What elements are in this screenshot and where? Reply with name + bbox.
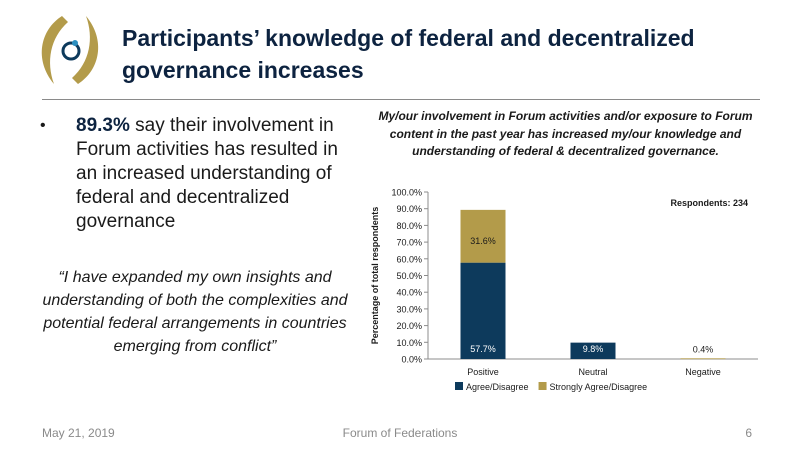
logo-gold-swoosh-right <box>72 16 99 84</box>
x-category-label: Negative <box>685 367 721 377</box>
legend-swatch <box>455 382 463 390</box>
slide-title: Participants’ knowledge of federal and d… <box>122 25 695 83</box>
y-tick-label: 20.0% <box>396 321 422 331</box>
bar-positive-strongly <box>460 209 506 263</box>
bullet-body: say their involvement in Forum activitie… <box>76 115 338 232</box>
legend-label: Agree/Disagree <box>466 382 529 392</box>
logo-gold-swoosh-left <box>41 16 68 84</box>
legend-swatch <box>538 382 547 390</box>
data-label: 9.8% <box>583 344 604 354</box>
data-label: 0.4% <box>693 344 714 354</box>
forum-logo <box>41 16 99 84</box>
y-tick-label: 80.0% <box>396 221 422 231</box>
y-tick-label: 0.0% <box>401 355 422 365</box>
bullet-text: 89.3% say their involvement in Forum act… <box>76 114 350 234</box>
bullet-stat: 89.3% <box>76 115 130 136</box>
x-category-label: Positive <box>467 367 499 377</box>
data-label: 31.6% <box>470 236 496 246</box>
bullet-dot: • <box>40 117 46 134</box>
legend-label: Strongly Agree/Disagree <box>550 382 648 392</box>
y-tick-label: 30.0% <box>396 304 422 314</box>
chart-title: My/our involvement in Forum activities a… <box>378 109 753 158</box>
y-tick-label: 50.0% <box>396 271 422 281</box>
stacked-bar-chart: 0.0% 10.0% 20.0% 30.0% 40.0% 50.0% 60.0% 70.0% 8… <box>370 188 758 392</box>
participant-quote: “I have expanded my own insights and und… <box>42 269 348 355</box>
y-axis-title: Percentage of total respondents <box>370 207 380 345</box>
y-tick-label: 100.0% <box>391 188 422 198</box>
y-tick-label: 90.0% <box>396 204 422 214</box>
logo-navy-ring <box>61 41 81 61</box>
bar-negative-strongly <box>680 358 726 360</box>
bullet-point: • 89.3% say their involvement in Forum a… <box>40 114 350 234</box>
footer-organization: Forum of Federations <box>342 426 458 440</box>
y-tick-label: 70.0% <box>396 238 422 248</box>
bar-neutral-agree <box>570 342 616 359</box>
title-divider <box>42 99 760 100</box>
y-tick-label: 40.0% <box>396 288 422 298</box>
data-label: 57.7% <box>470 344 496 354</box>
x-category-label: Neutral <box>578 367 607 377</box>
logo-teal-dot <box>72 40 78 46</box>
footer-date: May 21, 2019 <box>42 426 115 440</box>
y-tick-label: 60.0% <box>396 254 422 264</box>
y-tick-label: 10.0% <box>396 338 422 348</box>
bar-positive-agree <box>460 262 506 359</box>
respondents-annotation: Respondents: 234 <box>670 198 748 208</box>
footer-page-number: 6 <box>745 426 752 440</box>
